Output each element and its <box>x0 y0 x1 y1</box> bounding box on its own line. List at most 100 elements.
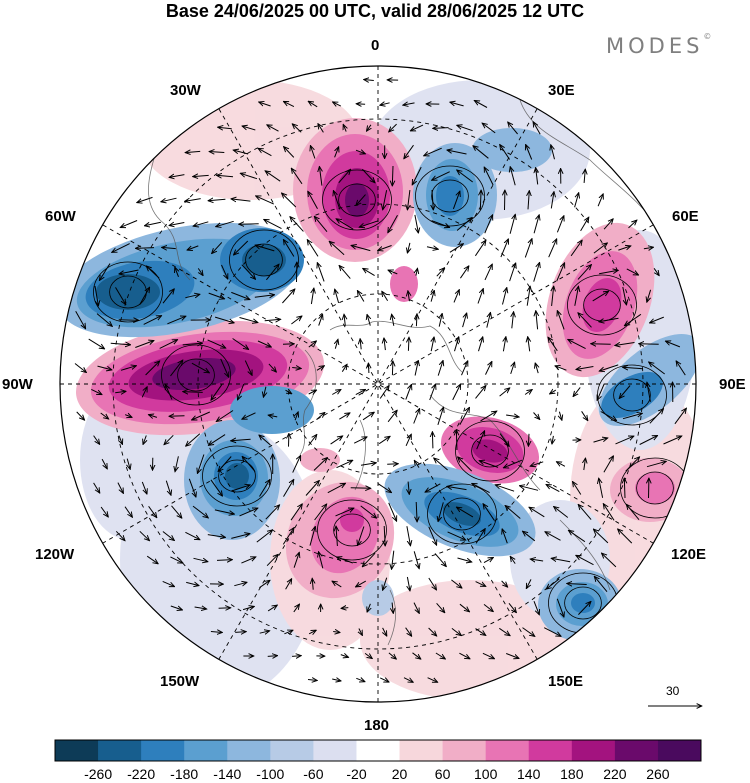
wind-vector <box>367 603 370 612</box>
wind-vector <box>546 578 560 589</box>
wind-vector <box>408 481 409 495</box>
wind-vector <box>475 628 486 636</box>
wind-vector <box>676 361 686 376</box>
wind-vector <box>285 390 292 394</box>
wind-vector <box>415 361 418 376</box>
wind-vector <box>186 433 201 446</box>
wind-vector <box>120 366 136 371</box>
wind-vector <box>254 295 275 298</box>
streamline-contour <box>93 261 163 323</box>
colorbar-tick-label: -260 <box>84 766 113 782</box>
wind-vector <box>159 340 178 349</box>
wind-vector <box>185 294 200 297</box>
wind-vector <box>75 311 86 328</box>
wind-vector <box>475 386 486 399</box>
wind-vector <box>284 630 293 634</box>
wind-vector <box>407 190 410 210</box>
lon-label-0: 0 <box>371 37 380 54</box>
wind-vector <box>383 627 387 636</box>
wind-vector <box>382 291 389 302</box>
wind-vector <box>425 483 441 492</box>
wind-vector <box>647 289 652 302</box>
wind-vector <box>316 366 325 371</box>
wind-vector <box>169 416 185 417</box>
wind-vector <box>578 313 592 328</box>
wind-vector <box>357 291 365 302</box>
wind-vector <box>530 461 544 466</box>
wind-vector <box>295 412 298 421</box>
wind-vector <box>76 411 85 420</box>
wind-vector <box>434 458 448 471</box>
wind-vector <box>238 383 245 400</box>
wind-vector <box>413 551 419 568</box>
wind-vector <box>359 628 363 636</box>
wind-vector <box>499 388 510 397</box>
wind-vector <box>592 291 609 302</box>
wind-vector <box>239 508 258 517</box>
wind-vector <box>207 535 226 538</box>
wind-vector <box>192 411 211 420</box>
wind-vector <box>502 529 508 544</box>
wind-vector <box>528 191 529 210</box>
colorbar-tick-label: 20 <box>391 766 408 782</box>
wind-vector <box>576 367 594 370</box>
wind-vector <box>284 147 295 158</box>
wind-vector <box>536 168 538 185</box>
streamline-contour <box>245 243 283 277</box>
streamline-contour <box>471 434 509 468</box>
wind-vector <box>584 458 586 471</box>
wind-vector <box>364 80 374 81</box>
wind-vector <box>476 431 485 450</box>
wind-vector <box>285 579 292 590</box>
colorbar-tick-label: 180 <box>560 766 584 782</box>
colorbar-tick-label: 100 <box>474 766 498 782</box>
wind-vector <box>578 504 592 520</box>
wind-vector <box>362 552 376 567</box>
wind-vector <box>458 457 473 472</box>
wind-vector <box>264 219 282 230</box>
wind-vector <box>231 534 250 539</box>
wind-vector <box>308 101 318 108</box>
wind-vector <box>259 102 271 107</box>
wind-vector <box>334 147 339 158</box>
lon-label-120w: 120W <box>35 546 75 563</box>
wind-vector <box>407 242 410 253</box>
wind-vector <box>556 263 565 282</box>
wind-vector <box>292 368 301 369</box>
wind-vector <box>244 360 252 376</box>
wind-vector <box>307 240 319 257</box>
wind-vector <box>186 582 199 585</box>
wind-vector <box>626 268 639 275</box>
wind-vector <box>194 607 207 609</box>
wind-vector <box>191 362 210 373</box>
wind-vector <box>135 341 154 348</box>
wind-vector <box>214 509 235 514</box>
wind-vector <box>593 438 608 443</box>
wind-vector <box>353 437 367 444</box>
wind-vector <box>148 506 157 517</box>
wind-vector <box>327 483 346 494</box>
wind-vector <box>567 584 587 585</box>
wind-vector <box>459 266 469 279</box>
wind-vector <box>474 240 486 257</box>
wind-vector <box>185 151 201 152</box>
wind-vector <box>308 390 317 394</box>
wind-vector <box>554 507 569 518</box>
wind-vector <box>338 169 351 184</box>
wind-vector <box>432 432 433 449</box>
wind-vector <box>185 199 201 202</box>
wind-vector <box>523 531 536 542</box>
wind-vector <box>383 190 388 210</box>
wind-vector <box>99 263 111 281</box>
wind-vector <box>256 196 275 205</box>
wind-vector <box>568 339 586 350</box>
wind-vector <box>256 530 273 543</box>
wind-vector <box>267 656 278 657</box>
wind-vector <box>622 286 627 305</box>
wind-vector <box>161 197 177 202</box>
wind-vector <box>291 316 302 325</box>
wind-vector <box>556 462 566 467</box>
wind-vector <box>293 552 299 568</box>
wind-vector <box>305 481 319 496</box>
